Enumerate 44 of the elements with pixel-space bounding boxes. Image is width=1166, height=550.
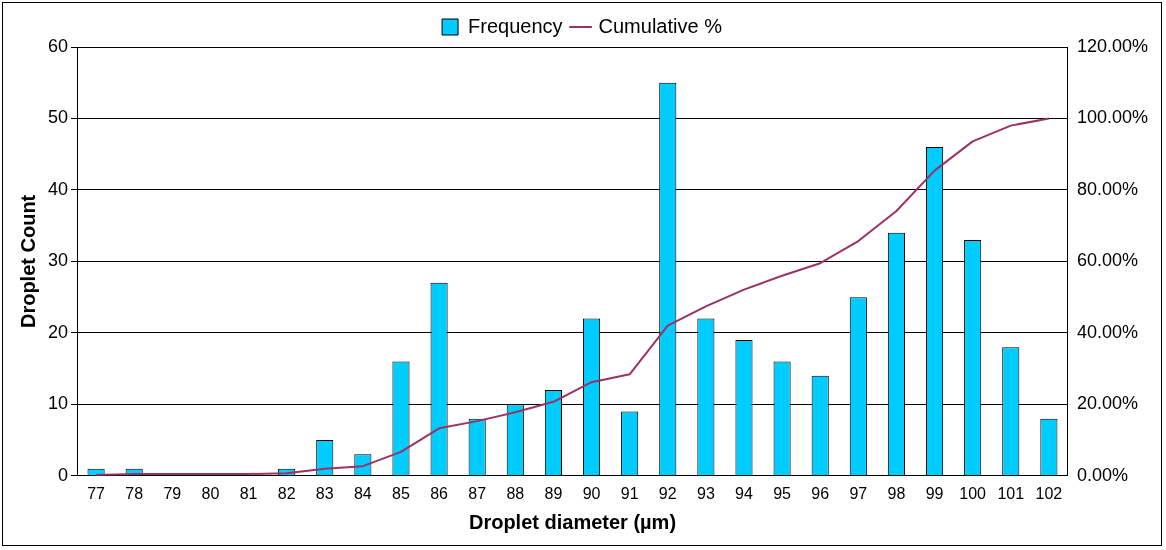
x-tick-label: 90 [582, 484, 601, 502]
y2-tick-label: 60.00% [1076, 250, 1138, 271]
x-tick-label: 86 [430, 484, 449, 502]
x-tick-label: 80 [201, 484, 220, 502]
y-tick-label: 50 [47, 107, 69, 128]
x-tick-label: 92 [658, 484, 677, 502]
x-tick-label: 77 [87, 484, 106, 502]
y2-tick-label: 20.00% [1076, 393, 1138, 414]
x-tick-label: 84 [353, 484, 372, 502]
x-tick-label: 85 [392, 484, 410, 502]
y2-tick-label: 0.00% [1076, 464, 1128, 485]
x-tick-label: 102 [1035, 484, 1063, 502]
x-tick-label: 95 [773, 484, 792, 502]
y-tick-label: 30 [47, 250, 69, 271]
x-tick-label: 100 [959, 484, 987, 502]
y2-tick-label: 100.00% [1076, 107, 1148, 128]
x-tick-label: 89 [544, 484, 563, 502]
x-tick-label: 91 [620, 484, 639, 502]
x-tick-label: 81 [239, 484, 258, 502]
x-tick-label: 96 [811, 484, 830, 502]
y-tick-label: 60 [47, 35, 69, 56]
x-tick-label: 88 [506, 484, 525, 502]
legend-label: Cumulative % [598, 14, 723, 37]
x-tick-label: 79 [163, 484, 182, 502]
y-tick-label: 20 [47, 321, 69, 342]
legend-label: Frequency [468, 14, 563, 37]
x-axis-title: Droplet diameter (µm) [468, 510, 677, 533]
x-tick-label: 99 [925, 484, 944, 502]
y-axis-title: Droplet Count [16, 194, 39, 329]
y2-tick-label: 120.00% [1076, 35, 1148, 56]
y-tick-label: 0 [58, 464, 69, 485]
y-tick-label: 10 [47, 393, 69, 414]
x-tick-label: 101 [997, 484, 1025, 502]
x-tick-label: 94 [735, 484, 753, 502]
y2-tick-label: 80.00% [1076, 178, 1138, 199]
x-tick-label: 78 [125, 484, 144, 502]
x-tick-label: 98 [887, 484, 906, 502]
x-tick-label: 82 [277, 484, 296, 502]
y-tick-label: 40 [47, 178, 69, 199]
x-tick-label: 97 [849, 484, 868, 502]
y2-tick-label: 40.00% [1076, 321, 1138, 342]
x-tick-label: 83 [315, 484, 334, 502]
x-tick-label: 93 [696, 484, 715, 502]
x-tick-label: 87 [468, 484, 487, 502]
